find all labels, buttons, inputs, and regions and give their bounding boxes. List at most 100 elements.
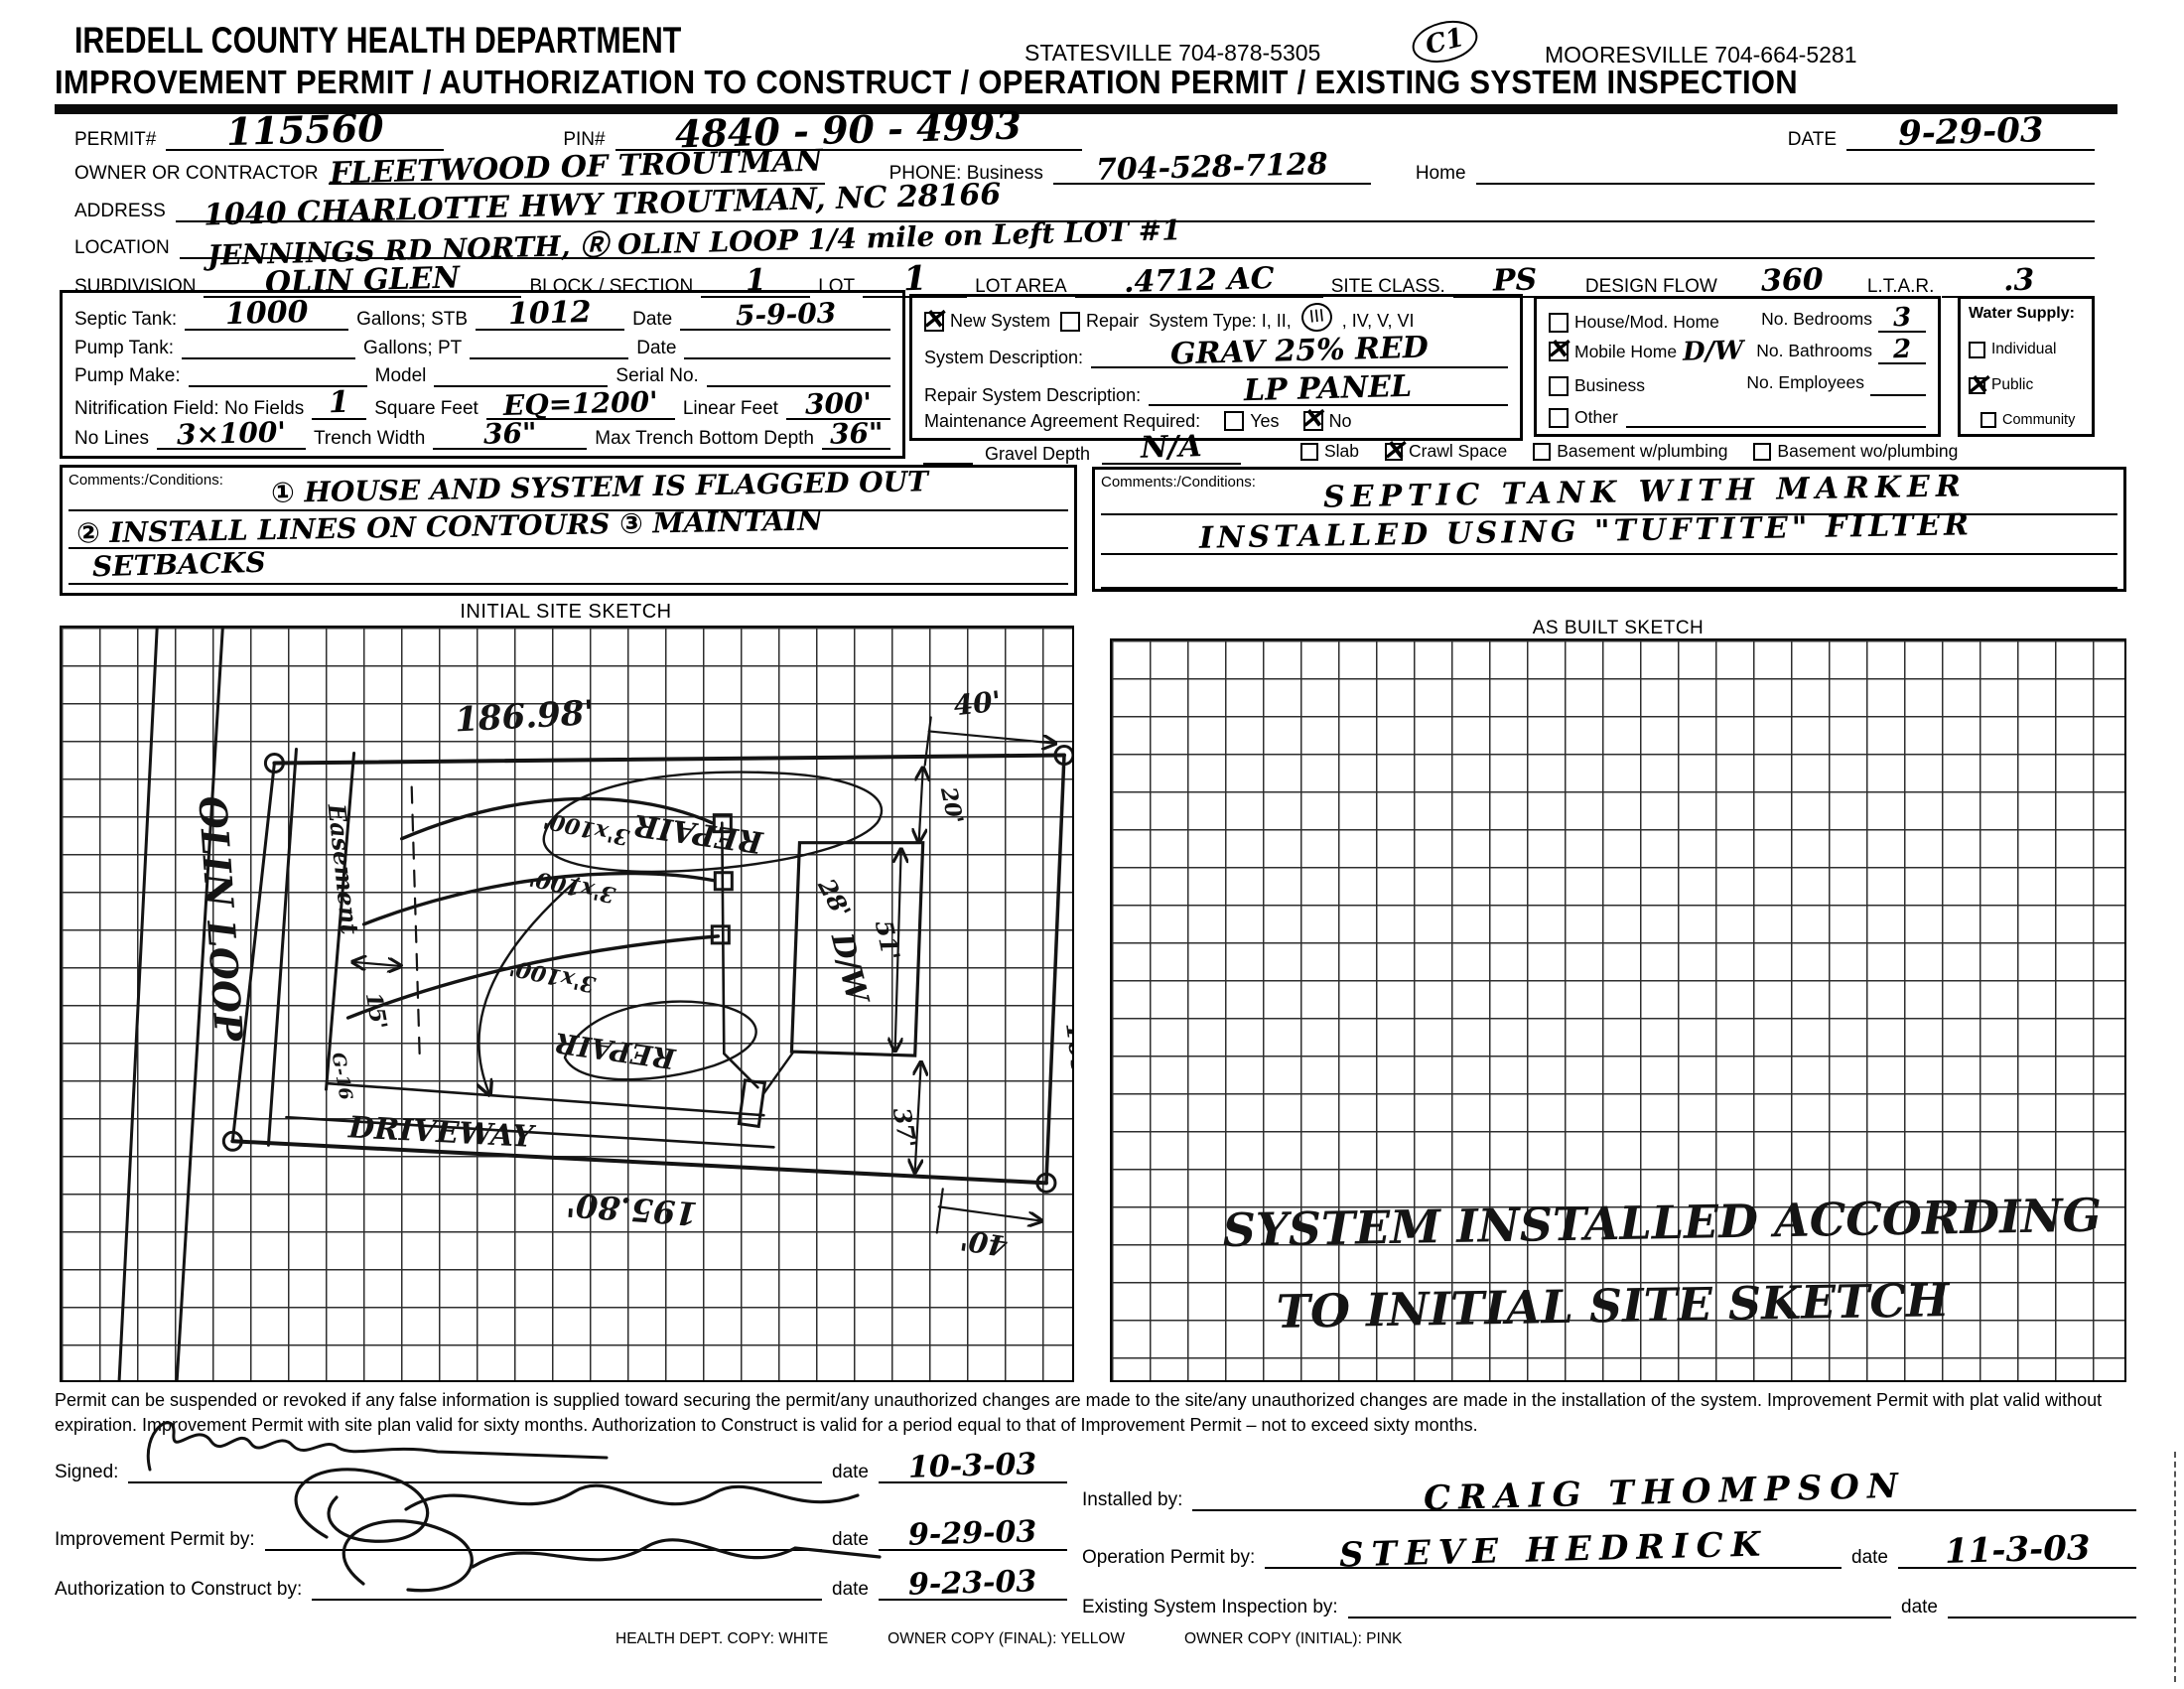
- dim-40-bottom-label: 40': [958, 1223, 1010, 1262]
- date-label: DATE: [1787, 129, 1837, 150]
- nitrification-fields-field: 1: [312, 384, 367, 420]
- dim-51-label: 51': [870, 917, 906, 963]
- copy-pink-label: OWNER COPY (INITIAL): PINK: [1184, 1630, 1403, 1647]
- comments-right-line1: SEPTIC TANK WITH MARKER: [1322, 469, 1968, 515]
- bathrooms-label: No. Bathrooms: [1756, 340, 1872, 360]
- gravel-stub-field: [923, 433, 973, 465]
- max-depth-value: 36": [829, 416, 884, 451]
- trench-width-field: 36": [433, 416, 588, 451]
- corner-pin: [263, 753, 285, 774]
- nitrification-label: Nitrification Field: No Fields: [74, 397, 305, 419]
- dim-top-length-label: 186.98': [454, 693, 596, 740]
- dim-15-arrow: [354, 962, 400, 966]
- dim-40-top-label: 40': [952, 685, 1003, 723]
- basement-wo-plumbing-checkbox: [1753, 442, 1772, 461]
- site-class-value: PS: [1492, 262, 1538, 299]
- ltar-value: .3: [2002, 262, 2035, 299]
- property-boundary-right: [1044, 753, 1066, 1186]
- signature-scribble: [294, 1468, 860, 1543]
- model-field: [434, 359, 609, 387]
- new-system-option: New System: [921, 303, 1050, 336]
- slab-option: Slab: [1300, 441, 1359, 462]
- distribution-box: [712, 813, 733, 834]
- maintenance-no-option: No: [1300, 402, 1352, 435]
- foundation-row: Slab Crawl Space Basement w/plumbing Bas…: [1300, 434, 1958, 467]
- crawl-space-checkbox: [1382, 434, 1405, 467]
- date-field: 9-29-03: [1846, 110, 2095, 154]
- trench-size-label: 3'x100': [527, 865, 617, 909]
- operation-permit-label: Operation Permit by:: [1082, 1547, 1256, 1568]
- system-type-label: System Type: I, II,: [1149, 311, 1292, 331]
- repair-description-field: LP PANEL: [1149, 368, 1508, 408]
- existing-date-label: date: [1901, 1597, 1938, 1618]
- max-depth-field: 36": [822, 416, 890, 451]
- repair-description-value: LP PANEL: [1244, 368, 1414, 408]
- bedrooms-field: 3: [1878, 303, 1926, 333]
- corner-pin: [1035, 1172, 1057, 1194]
- no-lines-field: 3×100': [157, 415, 306, 452]
- as-built-sketch-title: AS BUILT SKETCH: [1532, 618, 1705, 638]
- operation-permit-field: STEVE HEDRICK: [1265, 1524, 1843, 1576]
- design-flow-label: DESIGN FLOW: [1584, 276, 1717, 297]
- dwelling-label: D/W: [824, 928, 876, 1009]
- road-edge-line: [175, 628, 224, 1380]
- ltar-label: L.T.A.R.: [1866, 276, 1935, 297]
- improvement-date-value: 9-29-03: [907, 1514, 1038, 1553]
- maintenance-label: Maintenance Agreement Required:: [924, 410, 1201, 431]
- authorization-signature-line: [312, 1519, 882, 1601]
- pump-tank-field: [181, 332, 355, 359]
- basement-w-plumbing-option: Basement w/plumbing: [1533, 441, 1727, 462]
- address-row: ADDRESS 1040 CHARLOTTE HWY TROUTMAN, NC …: [74, 177, 2095, 233]
- operation-date-field: 11-3-03: [1898, 1528, 2136, 1572]
- stb-date-field: 5-9-03: [680, 297, 890, 332]
- flag-arrow: [478, 877, 581, 1093]
- mobile-home-checkbox: [1546, 333, 1569, 365]
- agency-title: IREDELL COUNTY HEALTH DEPARTMENT: [74, 20, 682, 61]
- water-public-checkbox: [1966, 368, 1988, 401]
- lot-area-value: .4712 AC: [1123, 261, 1275, 300]
- linear-feet-value: 300': [804, 385, 873, 421]
- signed-date-field: 10-3-03: [879, 1447, 1067, 1485]
- employees-item: No. Employees: [1746, 368, 1926, 396]
- nitrification-fields-value: 1: [328, 384, 350, 420]
- lot-area-field: .4712 AC: [1074, 261, 1323, 300]
- no-lines-value: 3×100': [176, 415, 287, 452]
- soil-mark-label: G-16: [328, 1051, 356, 1102]
- new-system-checkbox: [921, 303, 944, 336]
- operation-permit-row: Operation Permit by: STEVE HEDRICK date …: [1082, 1524, 2136, 1576]
- perforation-mark: [2174, 1452, 2176, 1682]
- pump-make-label: Pump Make:: [74, 365, 181, 386]
- block-section-field: 1: [701, 263, 811, 298]
- permit-row: PERMIT# 115560 PIN# 4840 - 90 - 4993 DAT…: [74, 102, 2095, 157]
- installed-by-row: Installed by: CRAIG THOMPSON: [1082, 1467, 2136, 1518]
- mobile-home-label: Mobile Home: [1574, 341, 1678, 361]
- other-option: Other: [1549, 407, 1618, 428]
- maintenance-yes-checkbox: [1224, 411, 1245, 432]
- repair-checkbox: [1060, 311, 1081, 332]
- existing-inspection-field: [1347, 1587, 1892, 1619]
- dim-51-arrow: [895, 851, 901, 1050]
- dim-bottom-length-label: 195.80': [565, 1186, 699, 1232]
- dwelling-outline: [789, 841, 925, 1057]
- copy-yellow-label: OWNER COPY (FINAL): YELLOW: [887, 1630, 1126, 1647]
- signed-date-label: date: [832, 1462, 869, 1482]
- dim-right-length-label: 109.28': [1059, 1021, 1072, 1131]
- phone-home-label: Home: [1415, 163, 1466, 184]
- pt-field: [470, 332, 629, 359]
- water-supply-box: Water Supply: Individual Public Communit…: [1958, 296, 2095, 437]
- address-field: 1040 CHARLOTTE HWY TROUTMAN, NC 28166: [175, 177, 2095, 233]
- employees-label: No. Employees: [1746, 371, 1864, 392]
- crawl-space-option: Crawl Space: [1382, 434, 1507, 467]
- serial-label: Serial No.: [615, 365, 699, 386]
- water-public-option: Public: [1966, 368, 2084, 401]
- design-flow-value: 360: [1760, 262, 1825, 299]
- easement-line: [325, 752, 356, 1091]
- gravel-depth-label: Gravel Depth: [985, 444, 1091, 464]
- lot-value: 1: [902, 258, 927, 300]
- authorization-date-field: 9-23-03: [879, 1564, 1067, 1603]
- phone-business-value: 704-528-7128: [1095, 146, 1329, 189]
- installed-by-label: Installed by:: [1082, 1489, 1183, 1510]
- installed-by-value: CRAIG THOMPSON: [1423, 1466, 1907, 1519]
- lot-area-label: LOT AREA: [975, 276, 1067, 297]
- max-depth-label: Max Trench Bottom Depth: [595, 428, 814, 449]
